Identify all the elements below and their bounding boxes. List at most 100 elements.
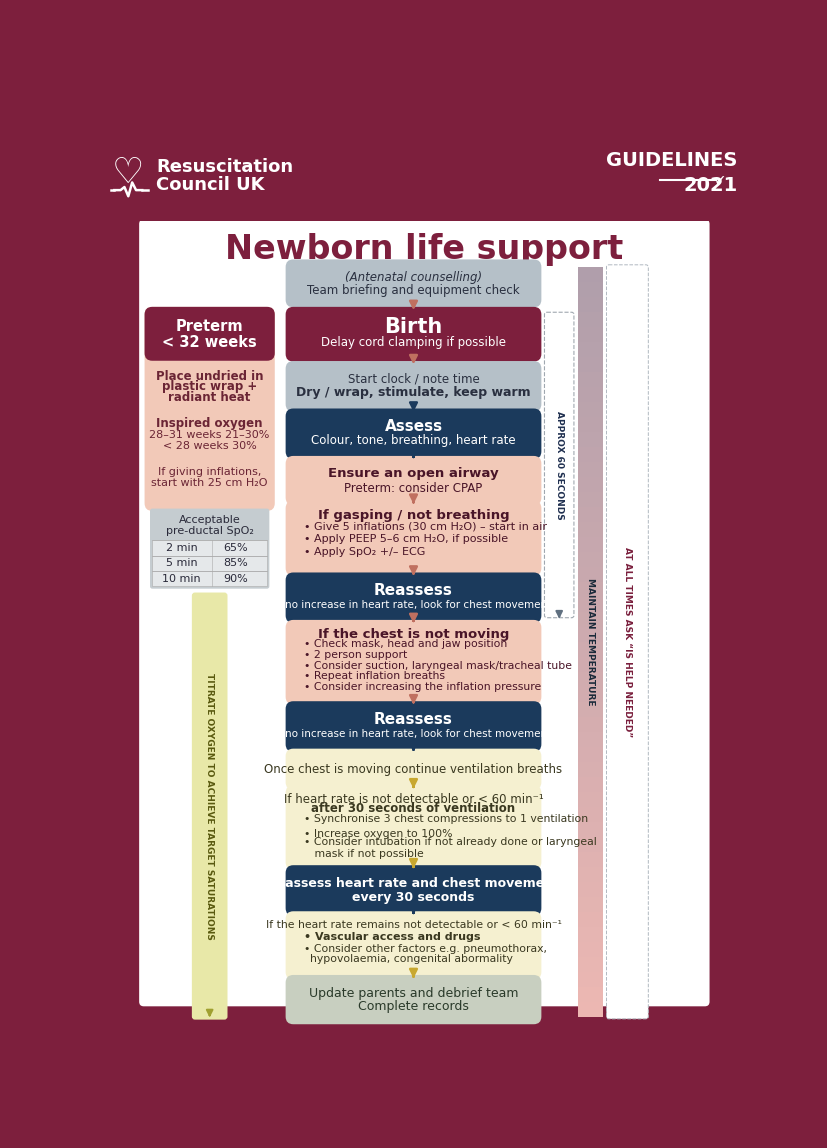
FancyBboxPatch shape (285, 701, 541, 752)
Bar (577, 1001, 602, 1017)
Text: • Repeat inflation breaths: • Repeat inflation breaths (304, 672, 445, 681)
FancyBboxPatch shape (145, 307, 275, 360)
Text: < 32 weeks: < 32 weeks (162, 335, 256, 350)
Text: • Consider increasing the inflation pressure: • Consider increasing the inflation pres… (304, 682, 541, 692)
Bar (577, 312, 602, 328)
Text: Assess: Assess (384, 419, 442, 434)
Text: Complete records: Complete records (357, 1000, 468, 1013)
Text: Colour, tone, breathing, heart rate: Colour, tone, breathing, heart rate (311, 434, 515, 448)
Text: AT ALL TIMES ASK “IS HELP NEEDED”: AT ALL TIMES ASK “IS HELP NEEDED” (622, 546, 631, 737)
Bar (577, 837, 602, 853)
Text: Newborn life support: Newborn life support (225, 233, 623, 266)
Text: GUIDELINES: GUIDELINES (605, 152, 737, 170)
Bar (577, 552, 602, 567)
Bar (577, 687, 602, 703)
Bar (577, 642, 602, 658)
Text: Start clock / note time: Start clock / note time (347, 373, 479, 386)
FancyBboxPatch shape (285, 362, 541, 412)
Bar (103, 138, 744, 220)
Text: If the chest is not moving: If the chest is not moving (318, 628, 509, 641)
Text: 85%: 85% (223, 558, 248, 568)
Bar (152, 556, 266, 571)
Text: ♡: ♡ (112, 155, 145, 189)
FancyBboxPatch shape (285, 620, 541, 705)
Bar (577, 852, 602, 868)
FancyBboxPatch shape (285, 912, 541, 979)
Text: Inspired oxygen: Inspired oxygen (156, 418, 263, 430)
Text: after 30 seconds of ventilation: after 30 seconds of ventilation (311, 801, 515, 815)
Bar (577, 582, 602, 598)
Bar (577, 986, 602, 1002)
FancyBboxPatch shape (192, 592, 227, 1019)
Bar (577, 912, 602, 928)
Text: every 30 seconds: every 30 seconds (351, 891, 474, 905)
Text: If giving inflations,: If giving inflations, (158, 467, 261, 478)
Bar (577, 297, 602, 313)
Text: pre-ductal SpO₂: pre-ductal SpO₂ (165, 526, 253, 536)
Text: • Increase oxygen to 100%: • Increase oxygen to 100% (304, 829, 452, 839)
Text: Council UK: Council UK (156, 177, 265, 194)
Bar (577, 612, 602, 628)
Text: • Give 5 inflations (30 cm H₂O) – start in air: • Give 5 inflations (30 cm H₂O) – start … (304, 521, 547, 532)
FancyBboxPatch shape (285, 259, 541, 308)
Bar (577, 657, 602, 673)
Text: start with 25 cm H₂O: start with 25 cm H₂O (151, 479, 268, 488)
Text: Team briefing and equipment check: Team briefing and equipment check (307, 284, 519, 297)
Bar (577, 447, 602, 463)
Text: If gasping / not breathing: If gasping / not breathing (318, 509, 509, 522)
Text: plastic wrap +: plastic wrap + (162, 380, 257, 394)
Bar (577, 701, 602, 718)
Bar (577, 537, 602, 552)
Text: • Apply SpO₂ +/– ECG: • Apply SpO₂ +/– ECG (304, 548, 425, 558)
Text: 28–31 weeks 21–30%: 28–31 weeks 21–30% (150, 430, 270, 441)
Bar (577, 941, 602, 957)
FancyBboxPatch shape (285, 748, 541, 790)
Bar (577, 672, 602, 688)
Text: hypovolaemia, congenital abormality: hypovolaemia, congenital abormality (310, 954, 513, 964)
Bar (577, 432, 602, 448)
Bar (577, 867, 602, 883)
Text: If no increase in heart rate, look for chest movement: If no increase in heart rate, look for c… (275, 600, 551, 610)
Text: Reassess heart rate and chest movement: Reassess heart rate and chest movement (267, 877, 559, 890)
Bar (577, 716, 602, 732)
Bar (577, 476, 602, 492)
Text: TITRATE OXYGEN TO ACHIEVE TARGET SATURATIONS: TITRATE OXYGEN TO ACHIEVE TARGET SATURAT… (205, 673, 214, 939)
FancyBboxPatch shape (139, 219, 709, 1007)
Text: < 28 weeks 30%: < 28 weeks 30% (163, 441, 256, 451)
Bar (577, 971, 602, 987)
FancyBboxPatch shape (285, 409, 541, 459)
Text: • Check mask, head and jaw position: • Check mask, head and jaw position (304, 639, 507, 649)
Bar (577, 926, 602, 943)
Text: • Apply PEEP 5–6 cm H₂O, if possible: • Apply PEEP 5–6 cm H₂O, if possible (304, 534, 508, 544)
FancyBboxPatch shape (285, 785, 541, 870)
Text: 90%: 90% (223, 574, 248, 583)
Bar (577, 627, 602, 643)
Text: Place undried in: Place undried in (155, 370, 263, 382)
Bar (152, 571, 266, 587)
Text: • Consider other factors e.g. pneumothorax,: • Consider other factors e.g. pneumothor… (304, 944, 547, 954)
Text: Acceptable: Acceptable (179, 515, 241, 525)
Bar (577, 342, 602, 358)
FancyBboxPatch shape (145, 307, 275, 511)
Bar (577, 731, 602, 747)
Text: Once chest is moving continue ventilation breaths: Once chest is moving continue ventilatio… (264, 762, 562, 776)
Text: Update parents and debrief team: Update parents and debrief team (308, 987, 518, 1000)
Text: MAINTAIN TEMPERATURE: MAINTAIN TEMPERATURE (585, 579, 594, 706)
Text: ✓: ✓ (712, 172, 725, 187)
Bar (577, 522, 602, 537)
Text: • Consider suction, laryngeal mask/tracheal tube: • Consider suction, laryngeal mask/trach… (304, 660, 571, 670)
Text: • Vascular access and drugs: • Vascular access and drugs (304, 932, 480, 943)
Bar (577, 461, 602, 478)
Bar (577, 746, 602, 762)
Bar (577, 807, 602, 822)
FancyBboxPatch shape (150, 509, 269, 589)
Text: If the heart rate remains not detectable or < 60 min⁻¹: If the heart rate remains not detectable… (265, 921, 561, 930)
Bar (577, 762, 602, 777)
Text: Reassess: Reassess (374, 712, 452, 727)
Text: Resuscitation: Resuscitation (156, 158, 293, 176)
Bar (577, 267, 602, 282)
Text: Delay cord clamping if possible: Delay cord clamping if possible (321, 336, 505, 349)
Bar (577, 402, 602, 418)
FancyBboxPatch shape (285, 866, 541, 916)
Bar (577, 372, 602, 388)
